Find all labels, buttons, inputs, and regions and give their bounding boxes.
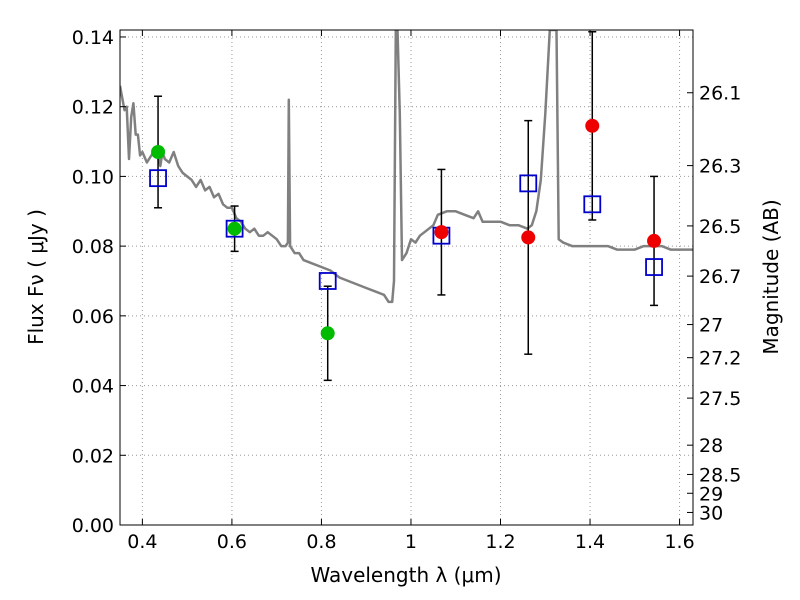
y-tick-label: 0.04 bbox=[72, 376, 114, 398]
y2-tick-label: 27.2 bbox=[699, 348, 741, 370]
y-tick-label: 0.08 bbox=[72, 236, 114, 258]
x-tick-label: 1.6 bbox=[664, 531, 694, 553]
y2-tick-label: 29 bbox=[699, 483, 723, 505]
y2-tick-label: 27.5 bbox=[699, 388, 741, 410]
red-flux-point bbox=[434, 225, 449, 240]
model-flux-square bbox=[225, 219, 244, 238]
red-flux-point bbox=[521, 230, 536, 245]
model-flux-square bbox=[583, 195, 602, 214]
y-tick-label: 0.06 bbox=[72, 306, 114, 328]
y-tick-label: 0.02 bbox=[72, 445, 114, 467]
y-tick-label: 0.12 bbox=[72, 97, 114, 119]
y2-tick-label: 26.7 bbox=[699, 266, 741, 288]
y-tick-label: 0.00 bbox=[72, 515, 114, 537]
plot-frame bbox=[119, 29, 694, 526]
model-flux-square bbox=[318, 272, 337, 290]
axes: 0.4 0.6 0.8 1 1.2 1.4 1.6 0.00 0.02 0.04 0.06 0.08 0… bbox=[72, 27, 742, 553]
red-flux-point bbox=[585, 118, 600, 133]
y2-tick-label: 27 bbox=[699, 315, 723, 337]
red-flux-point bbox=[647, 233, 662, 248]
y2-tick-label: 26.1 bbox=[699, 83, 741, 105]
model-flux-square bbox=[519, 174, 538, 193]
plot-area bbox=[120, 30, 693, 382]
y-tick-label: 0.10 bbox=[72, 166, 114, 188]
y-axis-label: Flux Fν ( μJy ) bbox=[24, 209, 48, 345]
grid bbox=[120, 30, 693, 526]
y2-axis-label: Magnitude (AB) bbox=[759, 199, 783, 354]
y2-tick-label: 26.3 bbox=[699, 156, 741, 178]
y2-tick-label: 30 bbox=[699, 502, 723, 524]
y2-tick-label: 26.5 bbox=[699, 216, 741, 238]
x-axis-label: Wavelength λ (μm) bbox=[310, 563, 501, 587]
green-flux-point bbox=[320, 326, 335, 341]
x-tick-label: 1 bbox=[405, 531, 417, 553]
y-tick-label: 0.14 bbox=[72, 27, 114, 49]
green-flux-point bbox=[151, 145, 166, 160]
x-tick-label: 0.6 bbox=[217, 531, 247, 553]
x-tick-label: 1.4 bbox=[575, 531, 605, 553]
y2-tick-label: 28.5 bbox=[699, 464, 741, 486]
green-flux-point bbox=[227, 221, 242, 236]
x-tick-label: 0.4 bbox=[127, 531, 157, 553]
x-tick-label: 0.8 bbox=[306, 531, 336, 553]
x-tick-label: 1.2 bbox=[485, 531, 515, 553]
sed-model-line bbox=[120, 30, 693, 304]
model-flux-square bbox=[149, 169, 167, 188]
model-flux-square bbox=[645, 258, 663, 276]
y2-tick-label: 28 bbox=[699, 435, 723, 457]
